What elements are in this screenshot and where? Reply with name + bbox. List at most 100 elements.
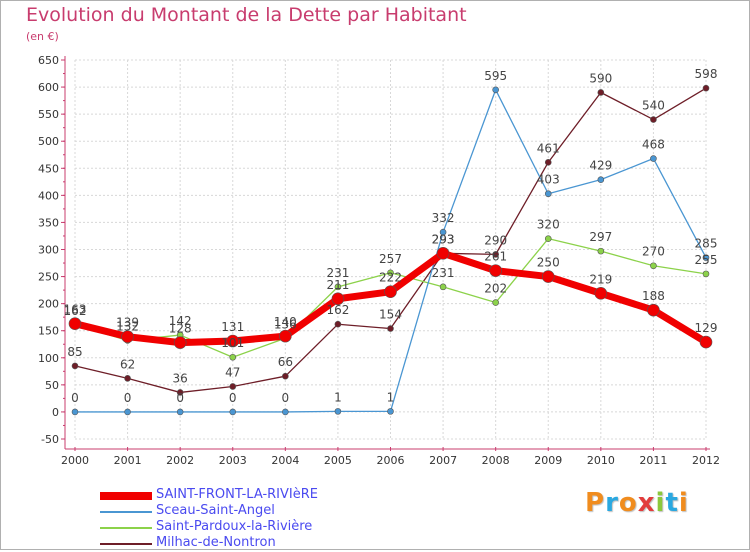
data-label-saint-front-la-rivi-re: 222 xyxy=(379,271,402,285)
grid xyxy=(74,59,707,440)
legend-label: Sceau-Saint-Angel xyxy=(156,503,275,518)
data-label-saint-front-la-rivi-re: 128 xyxy=(169,322,192,336)
legend-label: Milhac-de-Nontron xyxy=(156,535,276,550)
y-tick-label: 150 xyxy=(38,325,59,338)
data-label-saint-pardoux-la-rivi-re: 231 xyxy=(326,266,349,280)
y-tick-label: 550 xyxy=(38,108,59,121)
logo-letter: o xyxy=(618,488,638,518)
x-tick-label: 2004 xyxy=(271,454,299,467)
data-point-saint-front-la-rivi-re xyxy=(594,287,608,300)
data-label-sceau-saint-angel: 0 xyxy=(282,391,290,405)
data-point-saint-pardoux-la-rivi-re xyxy=(334,283,342,291)
data-point-milhac-de-nontron xyxy=(544,159,552,166)
data-label-saint-front-la-rivi-re: 139 xyxy=(116,316,139,330)
x-tick-label: 2010 xyxy=(587,454,615,467)
data-label-saint-pardoux-la-rivi-re: 132 xyxy=(116,319,139,333)
data-point-saint-pardoux-la-rivi-re xyxy=(702,270,710,278)
data-label-milhac-de-nontron: 62 xyxy=(120,357,135,371)
data-point-milhac-de-nontron xyxy=(650,116,657,123)
data-point-milhac-de-nontron xyxy=(492,251,499,258)
data-label-sceau-saint-angel: 403 xyxy=(537,173,560,187)
data-label-saint-pardoux-la-rivi-re: 297 xyxy=(589,230,612,244)
data-label-saint-front-la-rivi-re: 250 xyxy=(537,256,560,270)
data-label-sceau-saint-angel: 1 xyxy=(334,390,342,404)
x-tick-label: 2012 xyxy=(692,454,720,467)
data-label-sceau-saint-angel: 429 xyxy=(589,159,612,173)
y-tick-label: -50 xyxy=(41,433,59,446)
chart-title: Evolution du Montant de la Dette par Hab… xyxy=(26,4,467,26)
x-tick-label: 2002 xyxy=(166,454,194,467)
data-label-sceau-saint-angel: 285 xyxy=(695,237,718,251)
data-point-milhac-de-nontron xyxy=(71,362,79,370)
x-tick-label: 2006 xyxy=(377,454,405,467)
data-point-sceau-saint-angel xyxy=(492,86,499,94)
data-point-sceau-saint-angel xyxy=(71,408,79,416)
data-label-milhac-de-nontron: 540 xyxy=(642,99,665,113)
data-point-saint-front-la-rivi-re xyxy=(68,317,82,330)
data-label-sceau-saint-angel: 332 xyxy=(432,211,455,225)
data-point-sceau-saint-angel xyxy=(124,408,131,416)
data-label-milhac-de-nontron: 47 xyxy=(225,365,240,379)
data-point-saint-pardoux-la-rivi-re xyxy=(597,247,605,255)
data-label-sceau-saint-angel: 0 xyxy=(124,391,132,405)
x-tick-label: 2007 xyxy=(429,454,457,467)
axes: -500501001502002503003504004505005506006… xyxy=(38,54,720,467)
data-label-saint-pardoux-la-rivi-re: 257 xyxy=(379,252,402,266)
data-point-saint-pardoux-la-rivi-re xyxy=(650,262,657,270)
data-point-milhac-de-nontron xyxy=(334,320,342,328)
data-label-saint-pardoux-la-rivi-re: 202 xyxy=(484,282,507,296)
y-tick-label: 0 xyxy=(52,406,59,419)
data-point-sceau-saint-angel xyxy=(597,176,605,183)
data-label-milhac-de-nontron: 85 xyxy=(67,345,82,359)
data-point-saint-pardoux-la-rivi-re xyxy=(492,299,499,306)
y-tick-label: 350 xyxy=(38,216,59,229)
logo-letter: x xyxy=(637,488,656,518)
y-tick-label: 50 xyxy=(45,379,59,392)
y-tick-label: 300 xyxy=(38,244,59,257)
x-tick-label: 2008 xyxy=(482,454,510,467)
y-tick-label: 100 xyxy=(38,352,59,365)
data-label-milhac-de-nontron: 66 xyxy=(278,355,293,369)
data-point-sceau-saint-angel xyxy=(650,155,657,162)
x-tick-label: 2005 xyxy=(324,454,352,467)
data-label-milhac-de-nontron: 461 xyxy=(537,141,560,155)
data-label-sceau-saint-angel: 0 xyxy=(229,391,237,405)
data-label-sceau-saint-angel: 468 xyxy=(642,138,665,152)
data-label-saint-front-la-rivi-re: 261 xyxy=(484,250,507,264)
data-point-saint-front-la-rivi-re xyxy=(541,270,555,283)
data-point-sceau-saint-angel xyxy=(334,408,342,415)
chart-subtitle: (en €) xyxy=(26,30,59,43)
data-label-saint-front-la-rivi-re: 131 xyxy=(221,320,244,334)
x-tick-label: 2000 xyxy=(61,454,89,467)
x-tick-label: 2003 xyxy=(219,454,247,467)
data-point-sceau-saint-angel xyxy=(439,228,447,236)
data-label-milhac-de-nontron: 293 xyxy=(432,232,455,246)
data-point-sceau-saint-angel xyxy=(387,408,394,415)
data-point-saint-pardoux-la-rivi-re xyxy=(387,269,394,277)
data-point-milhac-de-nontron xyxy=(124,375,131,382)
data-label-milhac-de-nontron: 162 xyxy=(326,303,349,317)
data-point-sceau-saint-angel xyxy=(176,408,184,416)
logo-letter: t xyxy=(665,488,679,518)
data-point-saint-front-la-rivi-re xyxy=(331,292,345,306)
data-label-saint-pardoux-la-rivi-re: 101 xyxy=(221,336,244,350)
data-point-sceau-saint-angel xyxy=(702,254,710,261)
data-label-saint-front-la-rivi-re: 219 xyxy=(589,272,612,286)
data-point-saint-pardoux-la-rivi-re xyxy=(229,353,237,361)
proxiti-logo: Proxiti xyxy=(585,488,689,518)
y-tick-label: 250 xyxy=(38,271,59,284)
legend-swatch xyxy=(100,511,152,513)
data-point-sceau-saint-angel xyxy=(229,408,237,416)
data-label-sceau-saint-angel: 595 xyxy=(484,69,507,83)
data-point-milhac-de-nontron xyxy=(229,383,237,390)
logo-letter: i xyxy=(655,488,666,518)
data-label-milhac-de-nontron: 36 xyxy=(173,371,188,385)
y-tick-label: 400 xyxy=(38,189,59,202)
data-label-sceau-saint-angel: 1 xyxy=(387,390,395,404)
data-label-saint-pardoux-la-rivi-re: 162 xyxy=(64,304,87,318)
data-point-saint-front-la-rivi-re xyxy=(226,334,240,348)
legend-swatch xyxy=(100,492,152,500)
